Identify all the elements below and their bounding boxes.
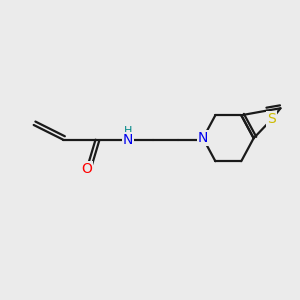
Text: S: S [267, 112, 276, 126]
Text: O: O [81, 162, 92, 176]
Text: N: N [123, 133, 133, 147]
Text: H: H [124, 126, 132, 136]
Text: N: N [198, 131, 208, 145]
